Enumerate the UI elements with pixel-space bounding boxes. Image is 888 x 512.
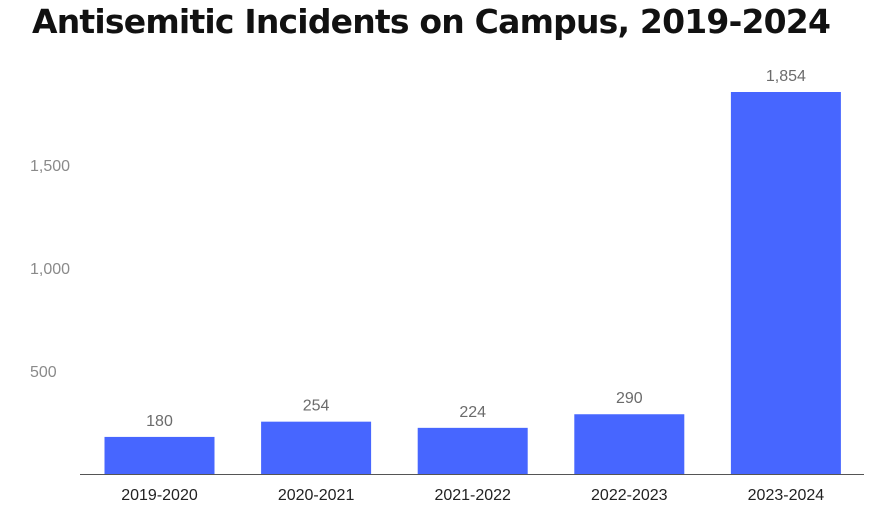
bar-value-label: 290 xyxy=(616,390,643,407)
x-tick-label: 2019-2020 xyxy=(121,487,198,504)
bar xyxy=(261,421,372,474)
chart-title: Antisemitic Incidents on Campus, 2019-20… xyxy=(32,2,831,41)
bar-series xyxy=(104,92,841,474)
y-tick-label: 1,500 xyxy=(30,158,70,175)
bar xyxy=(417,427,528,474)
x-tick-label: 2023-2024 xyxy=(748,487,825,504)
bar xyxy=(730,92,841,474)
x-tick-label: 2021-2022 xyxy=(434,487,511,504)
bar-value-label: 224 xyxy=(459,404,486,421)
bar xyxy=(104,436,215,474)
data-labels: 180 254 224 290 1,854 xyxy=(146,68,806,430)
x-tick-label: 2020-2021 xyxy=(278,487,355,504)
y-tick-label: 1,000 xyxy=(30,261,70,278)
bar-value-label: 1,854 xyxy=(766,68,806,85)
bar-value-label: 180 xyxy=(146,413,173,430)
x-axis-labels: 2019-2020 2020-2021 2021-2022 2022-2023 2023… xyxy=(121,487,824,504)
bar xyxy=(574,414,685,474)
x-tick-label: 2022-2023 xyxy=(591,487,668,504)
y-tick-label: 500 xyxy=(30,364,57,381)
y-axis-ticks: 500 1,000 1,500 xyxy=(30,158,70,381)
bar-value-label: 254 xyxy=(303,398,330,415)
